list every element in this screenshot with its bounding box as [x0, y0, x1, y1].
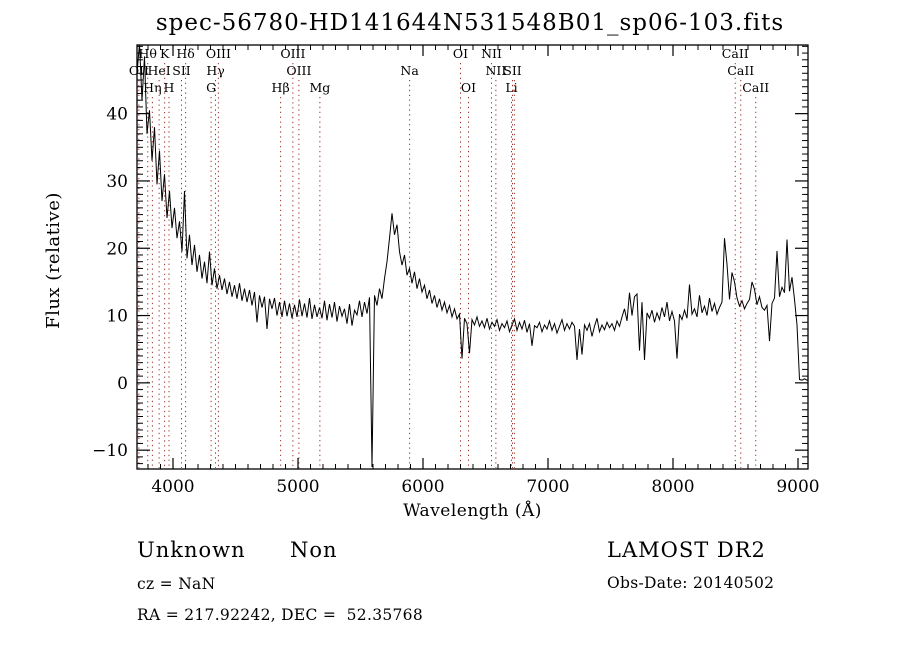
svg-text:Hβ: Hβ	[272, 80, 290, 95]
svg-text:OIII: OIII	[286, 63, 311, 78]
x-axis-title: Wavelength (Å)	[403, 501, 542, 521]
svg-text:7000: 7000	[526, 477, 569, 497]
plot-title: spec-56780-HD141644N531548B01_sp06-103.f…	[155, 10, 785, 36]
svg-text:9000: 9000	[776, 477, 819, 497]
svg-text:NII: NII	[485, 63, 506, 78]
svg-text:30: 30	[106, 172, 128, 192]
svg-text:Hθ: Hθ	[139, 46, 157, 61]
svg-text:G: G	[206, 80, 216, 95]
svg-text:OIII: OIII	[206, 46, 231, 61]
ra-dec-value: RA = 217.92242, DEC = 52.35768	[137, 606, 424, 624]
svg-text:SII: SII	[503, 63, 522, 78]
survey-label: LAMOST DR2	[607, 538, 766, 562]
svg-text:8000: 8000	[651, 477, 694, 497]
class-label-secondary: Non	[290, 538, 338, 562]
svg-text:CaII: CaII	[722, 46, 749, 61]
svg-text:5000: 5000	[276, 477, 319, 497]
svg-text:H: H	[164, 80, 175, 95]
svg-text:CaII: CaII	[727, 63, 754, 78]
svg-text:0: 0	[117, 374, 128, 394]
svg-text:Hγ: Hγ	[206, 63, 224, 78]
svg-text:Hδ: Hδ	[176, 46, 194, 61]
svg-text:6000: 6000	[401, 477, 444, 497]
svg-text:Li: Li	[505, 80, 517, 95]
svg-text:OI: OI	[461, 80, 476, 95]
svg-text:Hη: Hη	[143, 80, 161, 95]
svg-text:K: K	[160, 46, 170, 61]
class-label-primary: Unknown	[137, 538, 246, 562]
svg-text:OIII: OIII	[280, 46, 305, 61]
svg-text:CaII: CaII	[742, 80, 769, 95]
svg-text:OI: OI	[453, 46, 468, 61]
svg-text:40: 40	[106, 105, 128, 125]
y-axis-title: Flux (relative)	[42, 191, 64, 329]
svg-text:20: 20	[106, 239, 128, 259]
svg-text:−10: −10	[92, 441, 128, 461]
svg-text:SII: SII	[172, 63, 191, 78]
svg-text:OII: OII	[129, 63, 149, 78]
svg-text:Na: Na	[400, 63, 419, 78]
svg-text:10: 10	[106, 307, 128, 327]
svg-text:NII: NII	[481, 46, 502, 61]
svg-text:4000: 4000	[151, 477, 194, 497]
svg-text:HeI: HeI	[148, 63, 171, 78]
obs-date-value: Obs-Date: 20140502	[607, 574, 775, 592]
cz-value: cz = NaN	[137, 575, 216, 593]
svg-text:Mg: Mg	[309, 80, 330, 95]
